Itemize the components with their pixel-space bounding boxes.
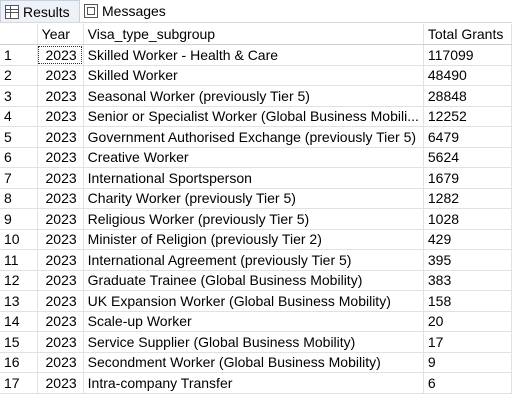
year-cell[interactable]: 2023 bbox=[37, 85, 84, 107]
row-number-cell[interactable]: 7 bbox=[0, 167, 38, 189]
total-grants-cell[interactable]: 12252 bbox=[423, 106, 512, 127]
row-number-cell[interactable]: 13 bbox=[0, 290, 38, 312]
year-cell[interactable]: 2023 bbox=[37, 106, 84, 127]
tab-messages[interactable]: Messages bbox=[80, 0, 170, 22]
year-cell[interactable]: 2023 bbox=[37, 147, 84, 168]
visa-type-subgroup-cell[interactable]: Charity Worker (previously Tier 5) bbox=[83, 188, 424, 209]
row-number-cell[interactable]: 12 bbox=[0, 270, 38, 291]
year-cell[interactable]: 2023 bbox=[37, 229, 84, 250]
table-row[interactable]: 3 2023 Seasonal Worker (previously Tier 5)… bbox=[0, 85, 512, 107]
table-row[interactable]: 6 2023 Creative Worker 5624 bbox=[0, 147, 512, 168]
visa-type-subgroup-cell[interactable]: Religious Worker (previously Tier 5) bbox=[83, 208, 424, 230]
column-header-total-grants[interactable]: Total Grants bbox=[423, 24, 512, 45]
row-number-cell[interactable]: 16 bbox=[0, 352, 38, 373]
year-cell[interactable]: 2023 bbox=[37, 331, 84, 353]
year-cell[interactable]: 2023 bbox=[37, 126, 84, 148]
total-grants-cell[interactable]: 6 bbox=[423, 372, 512, 394]
table-row[interactable]: 17 2023 Intra-company Transfer 6 bbox=[0, 372, 512, 394]
visa-type-subgroup-cell[interactable]: Graduate Trainee (Global Business Mobili… bbox=[83, 270, 424, 291]
row-number-cell[interactable]: 10 bbox=[0, 229, 38, 250]
table-row[interactable]: 7 2023 International Sportsperson 1679 bbox=[0, 167, 512, 189]
table-row[interactable]: 9 2023 Religious Worker (previously Tier 5… bbox=[0, 208, 512, 230]
year-cell[interactable]: 2023 bbox=[37, 352, 84, 373]
year-cell[interactable]: 2023 bbox=[37, 372, 84, 394]
row-number-cell[interactable]: 1 bbox=[0, 44, 38, 66]
table-row[interactable]: 15 2023 Service Supplier (Global Business … bbox=[0, 331, 512, 353]
visa-type-subgroup-cell[interactable]: Creative Worker bbox=[83, 147, 424, 168]
results-grid[interactable]: Year Visa_type_subgroup Total Grants 1 20… bbox=[0, 24, 512, 406]
total-grants-cell[interactable]: 5624 bbox=[423, 147, 512, 168]
year-cell[interactable]: 2023 bbox=[37, 65, 84, 86]
total-grants-cell[interactable]: 48490 bbox=[423, 65, 512, 86]
year-cell[interactable]: 2023 bbox=[37, 249, 84, 271]
year-cell[interactable]: 2023 bbox=[37, 290, 84, 312]
visa-type-subgroup-cell[interactable]: Scale-up Worker bbox=[83, 311, 424, 332]
tab-results[interactable]: Results bbox=[0, 0, 80, 22]
row-number-cell[interactable]: 8 bbox=[0, 188, 38, 209]
tab-messages-label: Messages bbox=[102, 3, 166, 19]
column-header-visa-type-subgroup[interactable]: Visa_type_subgroup bbox=[83, 24, 424, 45]
table-row[interactable]: 13 2023 UK Expansion Worker (Global Busine… bbox=[0, 290, 512, 312]
messages-icon bbox=[84, 4, 98, 18]
total-grants-cell[interactable]: 383 bbox=[423, 270, 512, 291]
visa-type-subgroup-cell[interactable]: UK Expansion Worker (Global Business Mob… bbox=[83, 290, 424, 312]
total-grants-cell[interactable]: 6479 bbox=[423, 126, 512, 148]
table-row[interactable]: 12 2023 Graduate Trainee (Global Business … bbox=[0, 270, 512, 291]
row-number-cell[interactable]: 2 bbox=[0, 65, 38, 86]
grid-icon bbox=[5, 4, 19, 19]
visa-type-subgroup-cell[interactable]: Skilled Worker - Health & Care bbox=[83, 44, 424, 66]
visa-type-subgroup-cell[interactable]: Minister of Religion (previously Tier 2) bbox=[83, 229, 424, 250]
visa-type-subgroup-cell[interactable]: Skilled Worker bbox=[83, 65, 424, 86]
visa-type-subgroup-cell[interactable]: Seasonal Worker (previously Tier 5) bbox=[83, 85, 424, 107]
row-number-header[interactable] bbox=[0, 24, 38, 45]
total-grants-cell[interactable]: 17 bbox=[423, 331, 512, 353]
table-row[interactable]: 14 2023 Scale-up Worker 20 bbox=[0, 311, 512, 332]
total-grants-cell[interactable]: 395 bbox=[423, 249, 512, 271]
total-grants-cell[interactable]: 158 bbox=[423, 290, 512, 312]
row-number-cell[interactable]: 15 bbox=[0, 331, 38, 353]
table-row[interactable]: 2 2023 Skilled Worker 48490 bbox=[0, 65, 512, 86]
table-row[interactable]: 8 2023 Charity Worker (previously Tier 5) 1… bbox=[0, 188, 512, 209]
visa-type-subgroup-cell[interactable]: Secondment Worker (Global Business Mobil… bbox=[83, 352, 424, 373]
table-row[interactable]: 10 2023 Minister of Religion (previously T… bbox=[0, 229, 512, 250]
year-cell[interactable]: 2023 bbox=[37, 270, 84, 291]
tab-results-label: Results bbox=[23, 3, 70, 20]
row-number-cell[interactable]: 4 bbox=[0, 106, 38, 127]
year-cell[interactable]: 2023 bbox=[37, 167, 84, 189]
visa-type-subgroup-cell[interactable]: Intra-company Transfer bbox=[83, 372, 424, 394]
visa-type-subgroup-cell[interactable]: International Sportsperson bbox=[83, 167, 424, 189]
table-row[interactable]: 1 2023 Skilled Worker - Health & Care 11709… bbox=[0, 44, 512, 66]
header-row: Year Visa_type_subgroup Total Grants bbox=[0, 24, 512, 45]
table-row[interactable]: 16 2023 Secondment Worker (Global Business… bbox=[0, 352, 512, 373]
visa-type-subgroup-cell[interactable]: International Agreement (previously Tier… bbox=[83, 249, 424, 271]
total-grants-cell[interactable]: 1679 bbox=[423, 167, 512, 189]
results-table: Year Visa_type_subgroup Total Grants 1 20… bbox=[0, 24, 512, 394]
total-grants-cell[interactable]: 1028 bbox=[423, 208, 512, 230]
year-cell[interactable]: 2023 bbox=[37, 208, 84, 230]
row-number-cell[interactable]: 14 bbox=[0, 311, 38, 332]
row-number-cell[interactable]: 3 bbox=[0, 85, 38, 107]
column-header-year[interactable]: Year bbox=[37, 24, 84, 45]
year-cell[interactable]: 2023 bbox=[37, 188, 84, 209]
row-number-cell[interactable]: 6 bbox=[0, 147, 38, 168]
row-number-cell[interactable]: 5 bbox=[0, 126, 38, 148]
table-row[interactable]: 4 2023 Senior or Specialist Worker (Global… bbox=[0, 106, 512, 127]
visa-type-subgroup-cell[interactable]: Senior or Specialist Worker (Global Busi… bbox=[83, 106, 424, 127]
row-number-cell[interactable]: 11 bbox=[0, 249, 38, 271]
row-number-cell[interactable]: 9 bbox=[0, 208, 38, 230]
total-grants-cell[interactable]: 20 bbox=[423, 311, 512, 332]
year-cell[interactable]: 2023 bbox=[37, 44, 84, 66]
total-grants-cell[interactable]: 9 bbox=[423, 352, 512, 373]
total-grants-cell[interactable]: 429 bbox=[423, 229, 512, 250]
total-grants-cell[interactable]: 1282 bbox=[423, 188, 512, 209]
visa-type-subgroup-cell[interactable]: Service Supplier (Global Business Mobili… bbox=[83, 331, 424, 353]
table-row[interactable]: 5 2023 Government Authorised Exchange (pre… bbox=[0, 126, 512, 148]
results-tabbar: Results Messages bbox=[0, 0, 512, 23]
row-number-cell[interactable]: 17 bbox=[0, 372, 38, 394]
visa-type-subgroup-cell[interactable]: Government Authorised Exchange (previous… bbox=[83, 126, 424, 148]
table-row[interactable]: 11 2023 International Agreement (previousl… bbox=[0, 249, 512, 271]
total-grants-cell[interactable]: 117099 bbox=[423, 44, 512, 66]
total-grants-cell[interactable]: 28848 bbox=[423, 85, 512, 107]
year-cell[interactable]: 2023 bbox=[37, 311, 84, 332]
